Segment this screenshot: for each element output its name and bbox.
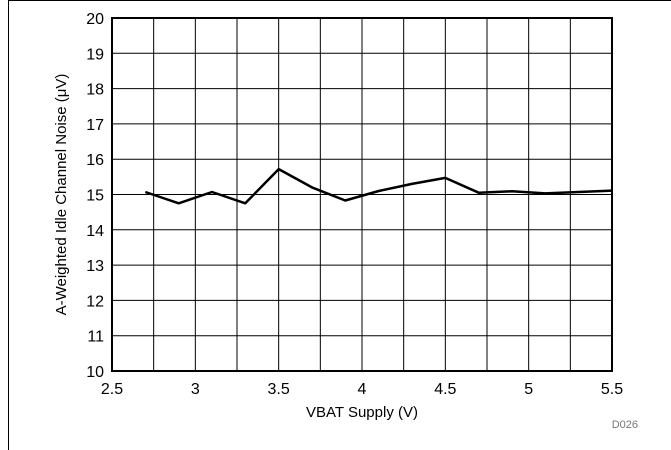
figure-frame-left xyxy=(8,0,9,450)
y-tick-label: 10 xyxy=(86,364,104,381)
series-line xyxy=(144,167,613,205)
plot-area-border xyxy=(111,17,613,372)
y-tick-label: 12 xyxy=(86,293,104,310)
y-tick-label: 17 xyxy=(86,117,104,134)
y-tick-label: 20 xyxy=(86,11,104,28)
figure-code-label: D026 xyxy=(612,419,638,431)
y-tick-label: 13 xyxy=(86,258,104,275)
y-tick-labels: 10 11 12 13 14 15 16 17 18 19 20 xyxy=(86,11,104,381)
y-tick-label: 11 xyxy=(87,329,104,346)
x-tick-label: 5 xyxy=(524,381,533,398)
series-layer xyxy=(144,167,613,205)
y-tick-label: 19 xyxy=(86,46,104,63)
x-tick-label: 3.5 xyxy=(268,381,290,398)
x-tick-label: 4 xyxy=(358,381,367,398)
x-tick-label: 3 xyxy=(191,381,200,398)
figure-frame-top xyxy=(8,0,671,1)
x-tick-label: 2.5 xyxy=(101,381,123,398)
x-tick-labels: 2.5 3 3.5 4 4.5 5 5.5 xyxy=(101,381,623,398)
grid-lines xyxy=(112,18,612,371)
x-axis-title: VBAT Supply (V) xyxy=(306,404,418,421)
y-tick-label: 14 xyxy=(86,223,104,240)
y-axis-title: A-Weighted Idle Channel Noise (μV) xyxy=(53,74,70,316)
y-tick-label: 16 xyxy=(86,152,104,169)
y-tick-label: 18 xyxy=(86,82,104,99)
x-tick-label: 5.5 xyxy=(601,381,623,398)
y-tick-label: 15 xyxy=(86,188,104,205)
x-tick-label: 4.5 xyxy=(434,381,456,398)
